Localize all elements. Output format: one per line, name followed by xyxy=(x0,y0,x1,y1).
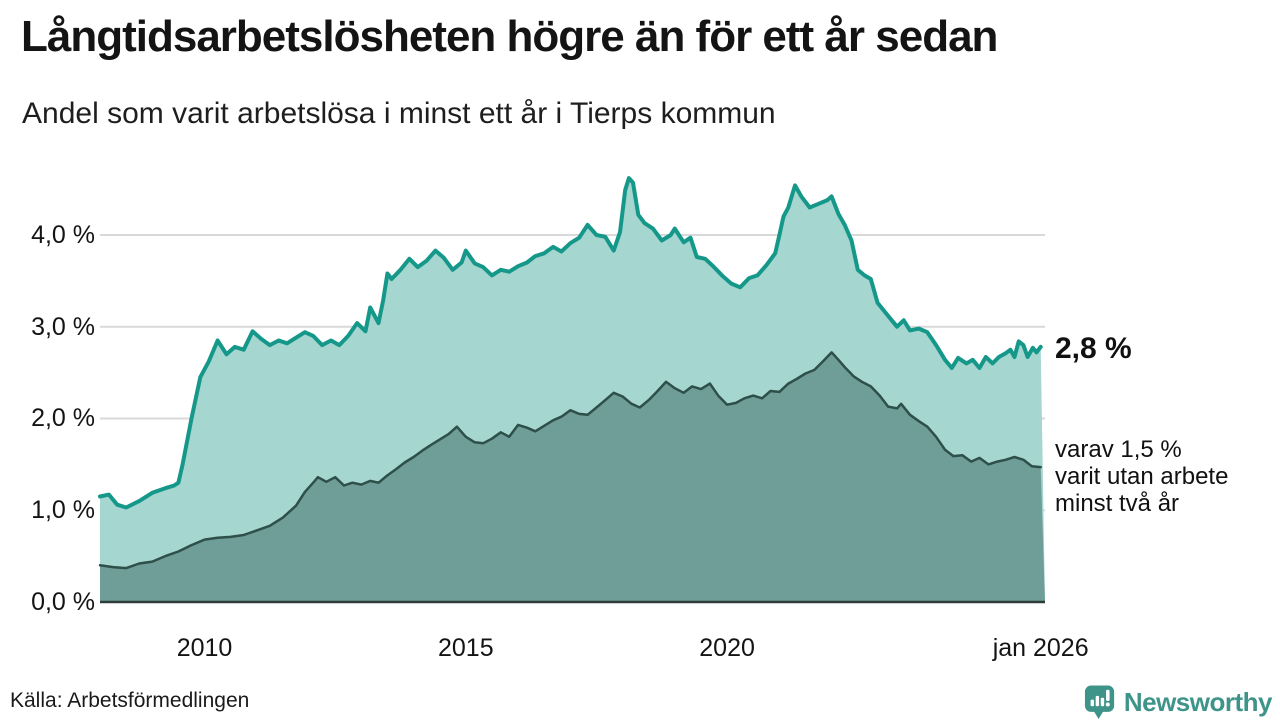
x-tick-label: 2010 xyxy=(176,634,233,662)
note-line-3: minst två år xyxy=(1055,490,1180,517)
y-tick-label: 3,0 % xyxy=(31,312,95,341)
y-tick-label: 2,0 % xyxy=(31,404,95,433)
page-title: Långtidsarbetslösheten högre än för ett … xyxy=(21,12,998,61)
series-area-2 xyxy=(100,352,1045,602)
secondary-series-note: varav 1,5 % varit utan arbete minst två … xyxy=(1055,436,1275,517)
newsworthy-logo: Newsworthy xyxy=(1084,684,1273,720)
newsworthy-wordmark: Newsworthy xyxy=(1123,686,1273,717)
chart-subtitle: Andel som varit arbetslösa i minst ett å… xyxy=(22,97,776,130)
source-note: Källa: Arbetsförmedlingen xyxy=(10,689,250,712)
series-line-1 xyxy=(98,176,1043,510)
y-tick-label: 4,0 % xyxy=(31,220,95,249)
x-tick-label: jan 2026 xyxy=(992,634,1089,662)
y-tick-label: 0,0 % xyxy=(31,588,95,616)
newsworthy-icon xyxy=(1084,685,1114,719)
x-tick-label: 2015 xyxy=(438,634,494,662)
note-line-1: varav 1,5 % xyxy=(1055,436,1182,463)
y-tick-label: 1,0 % xyxy=(31,496,95,525)
latest-value-label: 2,8 % xyxy=(1055,332,1132,365)
series-line-2 xyxy=(98,351,1042,570)
note-line-2: varit utan arbete xyxy=(1055,463,1229,490)
x-tick-label: 2020 xyxy=(699,634,755,662)
